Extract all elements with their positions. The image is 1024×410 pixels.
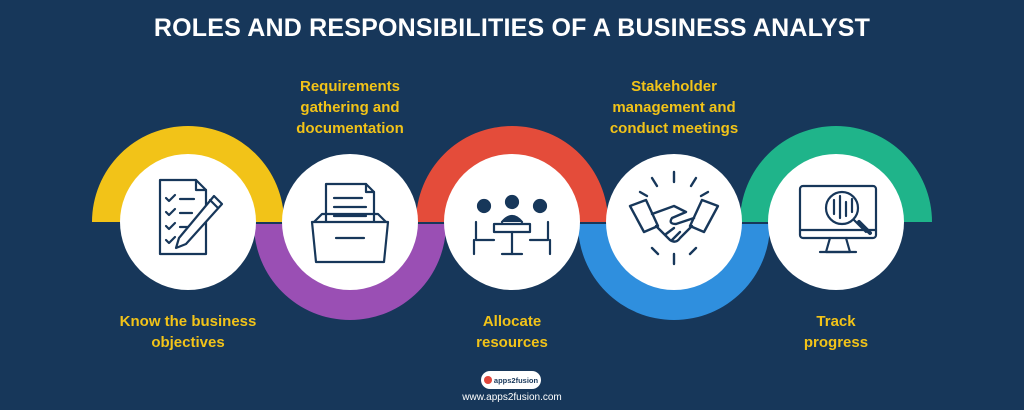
logo-mark-icon — [483, 376, 492, 384]
website-url: www.apps2fusion.com — [462, 392, 562, 403]
page-title: ROLES AND RESPONSIBILITIES OF A BUSINESS… — [153, 14, 871, 42]
step-label-1: Know the business objectives — [119, 313, 257, 351]
monitor-analytics-icon — [798, 184, 878, 254]
logo-text: apps2fusion — [493, 375, 539, 385]
circle-step-1 — [120, 154, 256, 290]
step-label-3: Allocate resources — [476, 313, 548, 351]
circle-step-4 — [606, 154, 742, 290]
document-folder-icon — [310, 182, 390, 264]
step-label-5: Track progress — [803, 313, 869, 351]
company-logo: apps2fusion — [481, 371, 541, 389]
team-meeting-icon — [472, 194, 552, 256]
handshake-icon — [628, 170, 720, 266]
step-label-4: Stakeholder management and conduct meeti… — [609, 78, 739, 137]
checklist-pen-icon — [158, 178, 224, 256]
step-label-2: Requirements gathering and documentation — [296, 78, 404, 137]
